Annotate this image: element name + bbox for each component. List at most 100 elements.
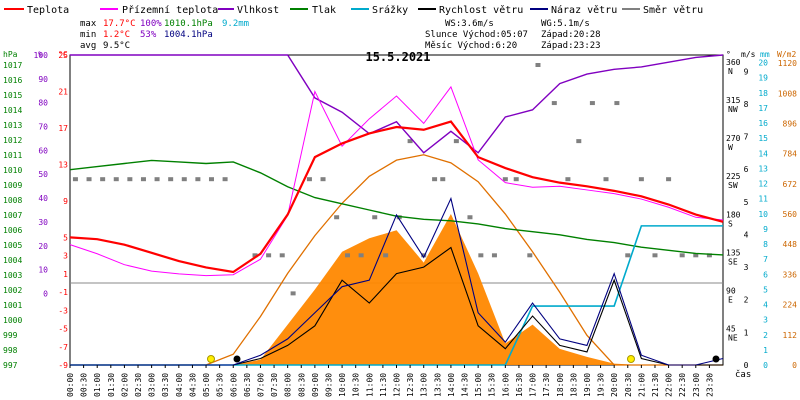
stats-max-temp: 17.7°C: [103, 19, 136, 29]
ms-tick-label: 6: [744, 165, 749, 174]
wind-direction-point: [625, 253, 631, 258]
wind-direction-point: [440, 177, 446, 182]
wind-direction-point: [638, 177, 644, 182]
x-tick-label: 02:30: [134, 373, 143, 397]
wind-direction-point: [383, 253, 389, 258]
mm-tick-label: 14: [758, 149, 768, 158]
direction-cardinal-label: W: [728, 143, 733, 152]
mm-tick-label: 10: [758, 210, 768, 219]
stats-max-press: 1010.1hPa: [164, 19, 213, 29]
wind-direction-point: [113, 177, 119, 182]
x-tick-label: 03:00: [148, 373, 157, 397]
hpa-tick-label: 1008: [3, 196, 22, 205]
hpa-tick-label: 1011: [3, 151, 22, 160]
wind-direction-point: [279, 253, 285, 258]
mm-tick-label: 15: [758, 134, 768, 143]
wind-direction-point: [266, 253, 272, 258]
pct-tick-label: 50: [38, 170, 48, 179]
wind-direction-point: [603, 177, 609, 182]
x-tick-label: 14:00: [447, 373, 456, 397]
info-block: WS:3.6m/s WG:5.1m/s Slunce Východ:05:07 …: [425, 19, 601, 51]
temp-tick-label: 25: [58, 51, 68, 60]
wind-direction-point: [358, 253, 364, 258]
direction-tick-label: 90: [726, 286, 736, 295]
series-p-zemn-teplota-line: [69, 85, 724, 277]
hpa-tick-label: 1015: [3, 91, 22, 100]
info-ws: WS:3.6m/s: [445, 19, 494, 29]
mm-tick-label: 6: [763, 270, 768, 279]
pct-tick-label: 10: [38, 266, 48, 275]
wind-direction-point: [491, 253, 497, 258]
temp-tick-label: 17: [58, 124, 68, 133]
direction-tick-label: 270: [726, 134, 741, 143]
stats-max-label: max: [80, 19, 97, 29]
wind-direction-point: [693, 253, 699, 258]
wind-direction-point: [527, 253, 533, 258]
stats-max-hum: 100%: [140, 19, 162, 29]
wind-direction-point: [154, 177, 160, 182]
wind-direction-point: [502, 177, 508, 182]
x-tick-label: 04:00: [175, 373, 184, 397]
x-tick-label: 12:30: [406, 373, 415, 397]
x-tick-label: 21:30: [651, 373, 660, 397]
unit-hpa: hPa: [3, 50, 18, 59]
wind-direction-point: [195, 177, 201, 182]
wind-direction-point: [222, 177, 228, 182]
x-tick-label: 03:30: [161, 373, 170, 397]
x-tick-label: 04:30: [188, 373, 197, 397]
wm2-tick-label: 1008: [778, 89, 797, 98]
x-tick-label: 05:30: [216, 373, 225, 397]
x-tick-label: 02:00: [120, 373, 129, 397]
mm-tick-label: 3: [763, 316, 768, 325]
x-tick-label: 23:00: [692, 373, 701, 397]
wm2-tick-label: 784: [783, 150, 798, 159]
temp-tick-label: 21: [58, 87, 68, 96]
direction-cardinal-label: E: [728, 295, 733, 304]
hpa-tick-label: 1014: [3, 106, 22, 115]
mm-tick-label: 19: [758, 74, 768, 83]
info-sun-set: Západ:20:28: [541, 30, 601, 40]
mm-tick-label: 8: [763, 240, 768, 249]
stats-avg-temp: 9.5°C: [103, 41, 130, 51]
stats-block: max 17.7°C 100% 1010.1hPa 9.2mm min 1.2°…: [80, 19, 249, 51]
mm-tick-label: 20: [758, 59, 768, 68]
hpa-tick-label: 1009: [3, 181, 22, 190]
x-tick-label: 15:30: [488, 373, 497, 397]
series-teplota-line: [69, 120, 724, 274]
wind-direction-point: [407, 139, 413, 144]
unit-wm2: W/m2: [777, 50, 796, 59]
pct-tick-label: 0: [43, 289, 48, 298]
hpa-tick-label: 1003: [3, 271, 22, 280]
x-tick-label: 20:00: [610, 373, 619, 397]
chart-title: 15.5.2021: [365, 50, 430, 64]
x-tick-label: 13:00: [420, 373, 429, 397]
wind-direction-point: [478, 253, 484, 258]
x-tick-label: 19:00: [583, 373, 592, 397]
x-tick-label: 09:00: [311, 373, 320, 397]
hpa-tick-label: 1017: [3, 61, 22, 70]
ms-tick-label: 2: [744, 296, 749, 305]
wind-direction-point: [576, 139, 582, 144]
unit-mm: mm: [760, 50, 770, 59]
wm2-tick-label: 672: [783, 180, 798, 189]
x-tick-label: 11:30: [379, 373, 388, 397]
mm-tick-label: 7: [763, 255, 768, 264]
ms-tick-label: 5: [744, 198, 749, 207]
wind-direction-point: [181, 177, 187, 182]
hpa-tick-label: 1016: [3, 76, 22, 85]
pct-tick-label: 100: [34, 51, 49, 60]
pct-tick-label: 60: [38, 146, 48, 155]
temp-tick-label: -9: [58, 361, 68, 370]
mm-tick-label: 11: [758, 195, 768, 204]
direction-tick-label: 135: [726, 248, 741, 257]
x-tick-label: 21:00: [637, 373, 646, 397]
wind-direction-point: [345, 253, 351, 258]
pct-tick-label: 80: [38, 99, 48, 108]
wind-direction-point: [679, 253, 685, 258]
wm2-tick-label: 448: [783, 240, 798, 249]
hpa-tick-label: 1005: [3, 241, 22, 250]
pct-tick-label: 90: [38, 75, 48, 84]
info-moon: Měsíc Východ:6:20: [425, 41, 517, 51]
mm-tick-label: 4: [763, 301, 768, 310]
stats-min-label: min: [80, 30, 96, 40]
